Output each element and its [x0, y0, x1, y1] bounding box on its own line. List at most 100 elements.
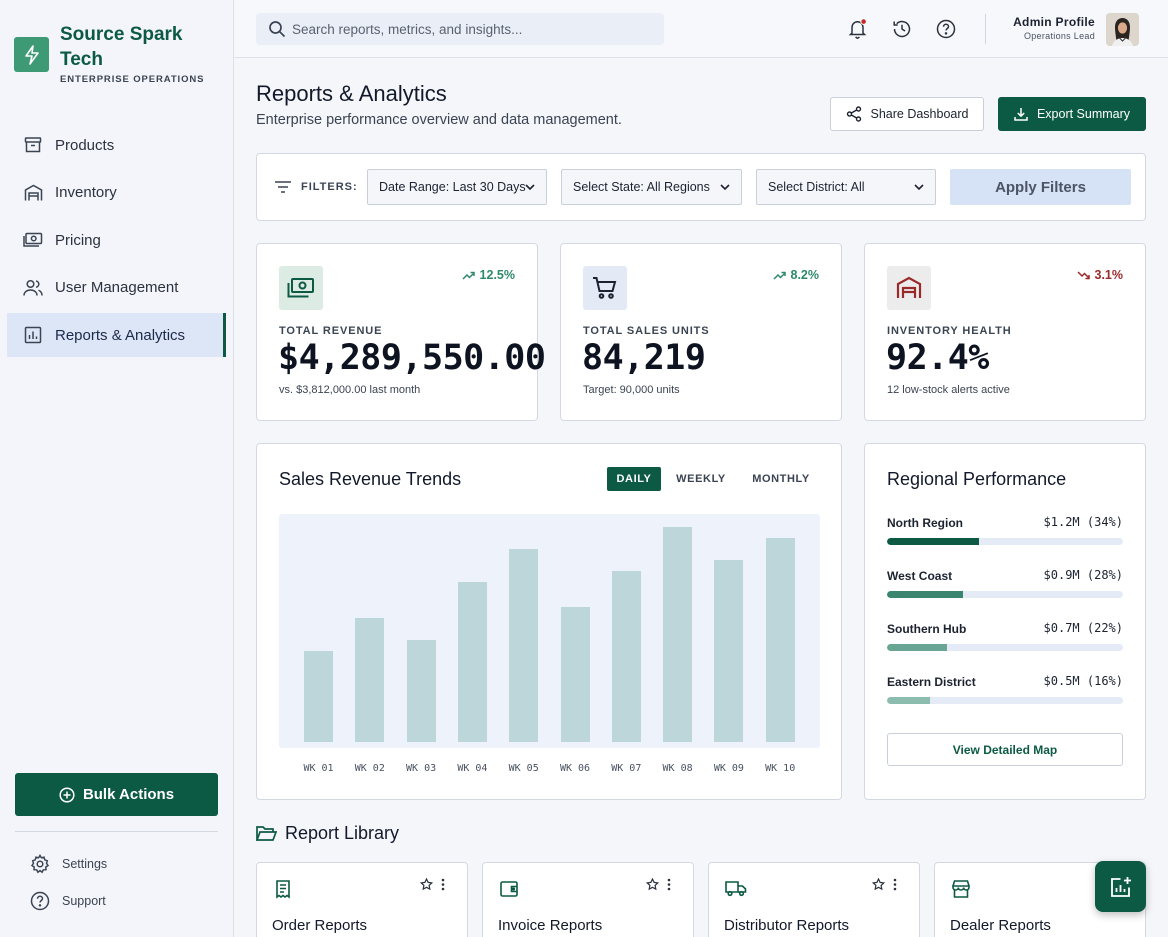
folder-open-icon: [256, 825, 277, 842]
sidebar: Source Spark Tech ENTERPRISE OPERATIONS …: [0, 0, 234, 937]
kpi-change: 12.5%: [462, 268, 515, 282]
report-card-orders[interactable]: Order Reports: [256, 862, 468, 937]
wallet-icon: [499, 879, 519, 899]
chart-bar: [509, 548, 539, 742]
district-select[interactable]: Select District: All: [756, 169, 936, 205]
plus-circle-icon: [59, 786, 75, 803]
profile-name: Admin Profile: [1013, 15, 1095, 29]
chart-bar: [765, 537, 795, 742]
filter-bar: FILTERS: Date Range: Last 30 Days Select…: [256, 153, 1146, 221]
chart-bar: [611, 571, 641, 742]
notification-bell-icon[interactable]: [847, 18, 869, 40]
report-card-title: Invoice Reports: [498, 917, 603, 934]
profile-info[interactable]: Admin Profile Operations Lead: [1013, 15, 1095, 41]
x-tick-label: WK 01: [303, 763, 334, 774]
district-value: Select District: All: [768, 180, 865, 194]
export-summary-button[interactable]: Export Summary: [998, 97, 1146, 131]
sidebar-item-label: Pricing: [55, 231, 101, 249]
download-icon: [1014, 107, 1028, 121]
bulk-actions-button[interactable]: Bulk Actions: [15, 773, 218, 816]
sidebar-item-inventory[interactable]: Inventory: [7, 171, 226, 215]
sidebar-item-pricing[interactable]: Pricing: [7, 218, 226, 262]
x-tick-label: WK 05: [508, 763, 539, 774]
kpi-note: Target: 90,000 units: [583, 384, 680, 396]
store-icon: [951, 879, 971, 899]
kpi-card-sales-units: 8.2% TOTAL SALES UNITS 84,219 Target: 90…: [560, 243, 842, 421]
star-icon[interactable]: [872, 878, 885, 891]
x-tick-label: WK 06: [559, 763, 591, 774]
chart-bar: [355, 617, 385, 742]
state-select[interactable]: Select State: All Regions: [561, 169, 742, 205]
kpi-change-value: 8.2%: [790, 268, 820, 282]
report-card-invoices[interactable]: Invoice Reports: [482, 862, 694, 937]
header-divider: [985, 14, 986, 44]
region-progress-fill: [887, 644, 947, 651]
more-vertical-icon[interactable]: [441, 878, 445, 891]
more-vertical-icon[interactable]: [893, 878, 897, 891]
report-card-title: Order Reports: [272, 917, 368, 934]
history-icon[interactable]: [891, 18, 913, 40]
receipt-icon: [273, 879, 293, 899]
date-range-select[interactable]: Date Range: Last 30 Days: [367, 169, 547, 205]
bar-chart-plot: [279, 514, 820, 748]
kpi-change-value: 12.5%: [479, 268, 515, 282]
help-icon[interactable]: [935, 18, 957, 40]
view-detailed-map-button[interactable]: View Detailed Map: [887, 733, 1123, 766]
share-dashboard-button[interactable]: Share Dashboard: [830, 97, 984, 131]
sidebar-item-products[interactable]: Products: [7, 123, 226, 167]
support-label: Support: [62, 894, 106, 908]
region-value: $0.5M (16%): [1043, 674, 1123, 688]
add-report-fab[interactable]: [1095, 861, 1146, 912]
profile-role: Operations Lead: [1023, 31, 1095, 41]
regional-performance-card: Regional Performance North Region $1.2M …: [864, 443, 1146, 800]
sidebar-nav: Products Inventory Pricing User Manageme…: [7, 123, 226, 361]
truck-icon: [725, 879, 747, 897]
tab-daily[interactable]: DAILY: [607, 467, 661, 491]
trending-up-icon: [462, 271, 475, 280]
chevron-down-icon: [719, 181, 731, 193]
users-icon: [23, 278, 43, 298]
sales-trends-card: Sales Revenue Trends DAILY WEEKLY MONTHL…: [256, 443, 842, 800]
x-tick-label: WK 10: [765, 763, 796, 774]
settings-link[interactable]: Settings: [30, 854, 107, 874]
region-name: Southern Hub: [887, 622, 967, 636]
kpi-label: TOTAL REVENUE: [279, 325, 383, 337]
search-bar: [256, 13, 664, 45]
archive-icon: [23, 135, 43, 155]
bulk-actions-label: Bulk Actions: [82, 786, 175, 803]
search-input[interactable]: [292, 21, 652, 37]
sidebar-item-label: Reports & Analytics: [55, 326, 186, 344]
more-vertical-icon[interactable]: [667, 878, 671, 891]
star-icon[interactable]: [646, 878, 659, 891]
add-chart-icon: [1109, 875, 1133, 899]
share-icon: [846, 106, 862, 122]
report-card-distributors[interactable]: Distributor Reports: [708, 862, 920, 937]
region-progress-track: [887, 538, 1123, 545]
kpi-label: TOTAL SALES UNITS: [583, 325, 710, 337]
tab-weekly[interactable]: WEEKLY: [676, 473, 726, 485]
region-progress-fill: [887, 697, 931, 704]
star-icon[interactable]: [420, 878, 433, 891]
region-name: North Region: [887, 516, 963, 530]
sidebar-item-user-management[interactable]: User Management: [7, 266, 226, 310]
kpi-change: 3.1%: [1076, 268, 1124, 282]
avatar[interactable]: [1106, 13, 1139, 46]
support-link[interactable]: Support: [30, 891, 106, 911]
tab-monthly[interactable]: MONTHLY: [752, 473, 810, 485]
date-range-value: Date Range: Last 30 Days: [379, 180, 526, 194]
sidebar-item-label: Inventory: [55, 184, 117, 201]
kpi-change: 8.2%: [772, 268, 820, 282]
x-tick-label: WK 08: [662, 763, 693, 774]
chevron-down-icon: [913, 181, 925, 193]
share-dashboard-label: Share Dashboard: [870, 107, 969, 121]
region-name: Eastern District: [887, 675, 976, 689]
warehouse-icon: [23, 183, 43, 203]
chart-bar: [304, 650, 333, 742]
sidebar-item-reports-analytics[interactable]: Reports & Analytics: [7, 313, 226, 357]
apply-filters-button[interactable]: Apply Filters: [950, 169, 1131, 205]
kpi-value: 84,219: [582, 338, 706, 378]
region-value: $0.7M (22%): [1043, 621, 1123, 635]
x-tick-label: WK 02: [354, 763, 385, 774]
region-value: $1.2M (34%): [1043, 515, 1123, 529]
kpi-change-value: 3.1%: [1094, 268, 1124, 282]
